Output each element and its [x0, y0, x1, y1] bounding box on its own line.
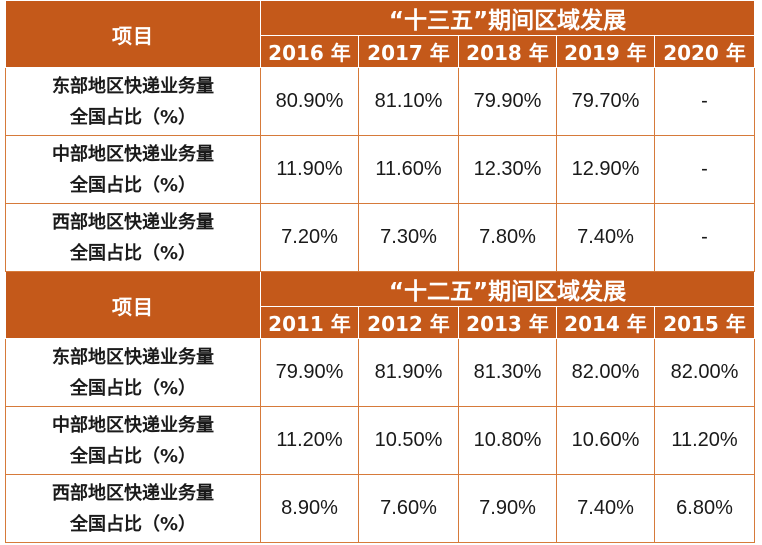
year-header: 2013 年 [458, 306, 557, 339]
table-cell: 11.90% [260, 135, 359, 204]
row-label-line1: 中部地区快递业务量 [52, 143, 214, 165]
item-header: 项目 [5, 271, 261, 339]
section-header-row: 项目 “十二五”期间区域发展 [5, 271, 756, 339]
table-cell: 81.90% [358, 338, 459, 407]
year-header-row: 2016 年 2017 年 2018 年 2019 年 2020 年 [6, 35, 756, 68]
table-cell: 12.90% [556, 135, 655, 204]
year-header: 2016 年 [260, 35, 359, 68]
row-label: 东部地区快递业务量 全国占比（%） [5, 338, 261, 407]
table-cell: 79.90% [458, 67, 557, 136]
table-cell: - [653, 67, 756, 136]
table-cell: 82.00% [556, 338, 655, 407]
row-label-line2: 全国占比（%） [69, 513, 197, 535]
row-label-line1: 东部地区快递业务量 [52, 75, 214, 97]
table-cell: 80.90% [260, 67, 359, 136]
table-cell: 82.00% [653, 338, 756, 407]
table-row: 东部地区快递业务量 全国占比（%） 79.90% 81.90% 81.30% 82… [5, 338, 756, 407]
table-cell: 81.10% [358, 67, 459, 136]
year-header: 2011 年 [260, 306, 359, 339]
table-cell: 81.30% [458, 338, 557, 407]
year-header: 2018 年 [458, 35, 557, 68]
table-cell: 7.90% [458, 474, 557, 543]
year-header: 2019 年 [556, 35, 655, 68]
table-row: 中部地区快递业务量 全国占比（%） 11.90% 11.60% 12.30% 12… [5, 135, 756, 204]
table-cell: - [653, 135, 756, 204]
row-label: 西部地区快递业务量 全国占比（%） [5, 474, 261, 543]
row-label: 东部地区快递业务量 全国占比（%） [5, 67, 261, 136]
table-row: 东部地区快递业务量 全国占比（%） 80.90% 81.10% 79.90% 79… [5, 67, 756, 136]
year-header-row: 2011 年 2012 年 2013 年 2014 年 2015 年 [6, 306, 756, 339]
row-label-line1: 西部地区快递业务量 [52, 211, 214, 233]
table-cell: 79.70% [556, 67, 655, 136]
table-cell: 11.60% [358, 135, 459, 204]
table-cell: 10.50% [358, 406, 459, 475]
table-cell: 11.20% [653, 406, 756, 475]
row-label-line2: 全国占比（%） [69, 242, 197, 264]
regional-express-table: 项目 “十三五”期间区域发展 2016 年 2017 年 2018 年 2019… [5, 0, 756, 543]
row-label-line1: 中部地区快递业务量 [52, 414, 214, 436]
table-cell: 10.80% [458, 406, 557, 475]
table-row: 西部地区快递业务量 全国占比（%） 7.20% 7.30% 7.80% 7.40%… [5, 203, 756, 272]
period-title: “十二五”期间区域发展 [259, 271, 756, 307]
table-cell: 8.90% [260, 474, 359, 543]
table-cell: 7.30% [358, 203, 459, 272]
row-label-line2: 全国占比（%） [69, 445, 197, 467]
item-header: 项目 [5, 0, 261, 68]
row-label-line2: 全国占比（%） [69, 106, 197, 128]
row-label-line1: 西部地区快递业务量 [52, 482, 214, 504]
period-title: “十三五”期间区域发展 [259, 0, 756, 36]
table-cell: 7.20% [260, 203, 359, 272]
year-header: 2012 年 [358, 306, 459, 339]
year-header: 2020 年 [653, 35, 756, 68]
table-cell: 7.80% [458, 203, 557, 272]
row-label-line2: 全国占比（%） [69, 174, 197, 196]
row-label-line2: 全国占比（%） [69, 377, 197, 399]
year-header: 2014 年 [556, 306, 655, 339]
table-cell: 11.20% [260, 406, 359, 475]
section-header-row: 项目 “十三五”期间区域发展 [5, 0, 756, 68]
year-header: 2015 年 [653, 306, 756, 339]
table-cell: 6.80% [653, 474, 756, 543]
year-header: 2017 年 [358, 35, 459, 68]
table-cell: 7.40% [556, 474, 655, 543]
table-cell: - [653, 203, 756, 272]
table-cell: 12.30% [458, 135, 557, 204]
row-label: 中部地区快递业务量 全国占比（%） [5, 135, 261, 204]
table-cell: 10.60% [556, 406, 655, 475]
table-cell: 7.40% [556, 203, 655, 272]
table-row: 西部地区快递业务量 全国占比（%） 8.90% 7.60% 7.90% 7.40%… [5, 474, 756, 543]
table-cell: 7.60% [358, 474, 459, 543]
table-cell: 79.90% [260, 338, 359, 407]
row-label-line1: 东部地区快递业务量 [52, 346, 214, 368]
row-label: 西部地区快递业务量 全国占比（%） [5, 203, 261, 272]
row-label: 中部地区快递业务量 全国占比（%） [5, 406, 261, 475]
table-row: 中部地区快递业务量 全国占比（%） 11.20% 10.50% 10.80% 10… [5, 406, 756, 475]
